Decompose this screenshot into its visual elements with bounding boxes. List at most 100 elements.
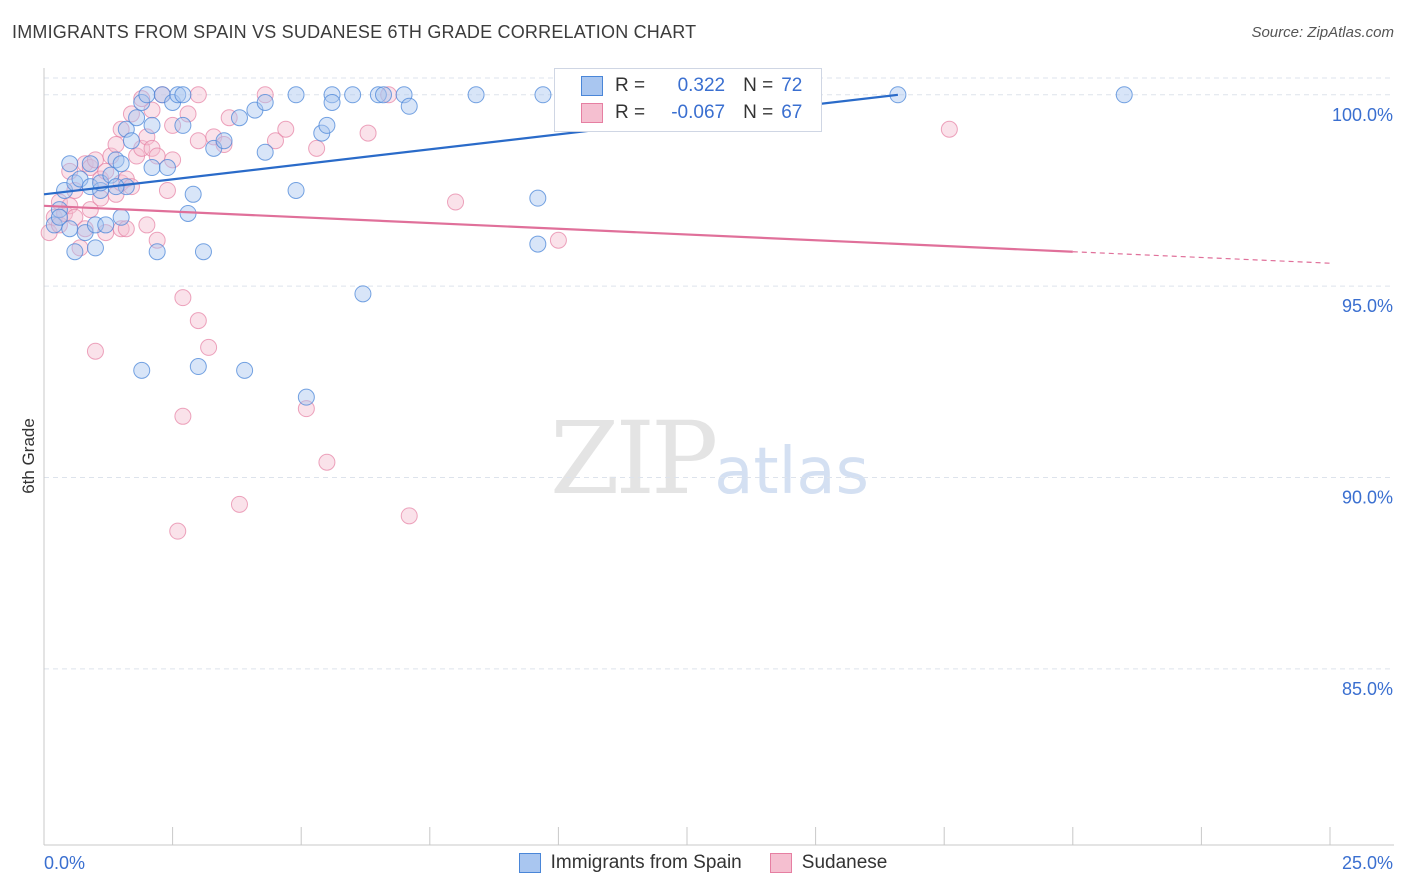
- point-sudanese: [266, 132, 284, 150]
- legend-item-sudanese[interactable]: Sudanese: [769, 852, 888, 874]
- point-sudanese: [158, 181, 176, 199]
- legend-r-label: R =: [615, 102, 646, 123]
- point-spain: [256, 93, 274, 111]
- legend-label-spain: Immigrants from Spain: [550, 852, 742, 873]
- point-spain: [86, 216, 104, 234]
- point-spain: [287, 181, 305, 199]
- legend-row-sudanese: R = -0.067 N = 67: [581, 101, 802, 125]
- point-spain: [50, 208, 68, 226]
- point-spain: [354, 285, 372, 303]
- point-spain: [318, 116, 336, 134]
- point-sudanese: [318, 453, 336, 471]
- point-spain: [534, 86, 552, 104]
- legend-r-label: R =: [615, 75, 646, 96]
- point-sudanese: [308, 139, 326, 157]
- point-sudanese: [81, 201, 99, 219]
- point-spain: [128, 109, 146, 127]
- y-tick-label: 90.0%: [1342, 488, 1393, 508]
- point-spain: [287, 86, 305, 104]
- point-spain: [369, 86, 387, 104]
- point-sudanese: [112, 120, 130, 138]
- point-spain: [97, 216, 115, 234]
- legend-n-label: N =: [743, 102, 774, 123]
- point-spain: [184, 185, 202, 203]
- point-spain: [174, 86, 192, 104]
- point-spain: [256, 143, 274, 161]
- legend-n-label: N =: [743, 75, 774, 96]
- point-spain: [215, 132, 233, 150]
- point-spain: [230, 109, 248, 127]
- watermark-zip: ZIP: [550, 400, 718, 517]
- point-sudanese: [447, 193, 465, 211]
- trend-line-sudanese-extension: [1072, 251, 1331, 264]
- point-spain: [169, 86, 187, 104]
- point-spain: [122, 132, 140, 150]
- chart-title: IMMIGRANTS FROM SPAIN VS SUDANESE 6TH GR…: [12, 22, 697, 42]
- point-spain: [1115, 86, 1133, 104]
- y-tick-label: 95.0%: [1342, 296, 1393, 316]
- x-tick-label: 25.0%: [1342, 853, 1393, 873]
- point-spain: [529, 189, 547, 207]
- legend-item-spain[interactable]: Immigrants from Spain: [518, 852, 742, 874]
- zipatlas-watermark: ZIPatlas: [550, 400, 869, 517]
- source-label: Source: ZipAtlas.com: [1251, 24, 1394, 41]
- point-sudanese: [107, 136, 125, 154]
- legend-swatch-sudanese: [581, 103, 603, 123]
- point-spain: [158, 159, 176, 177]
- y-axis-label: 6th Grade: [19, 418, 38, 494]
- point-spain: [467, 86, 485, 104]
- point-sudanese: [220, 109, 238, 127]
- point-sudanese: [200, 338, 218, 356]
- trend-line-sudanese: [43, 204, 1073, 253]
- point-spain: [61, 220, 79, 238]
- axes: [43, 68, 1394, 846]
- point-sudanese: [189, 312, 207, 330]
- point-sudanese: [189, 86, 207, 104]
- watermark-atlas: atlas: [714, 435, 869, 509]
- legend-swatch-sudanese: [769, 853, 792, 873]
- legend-label-sudanese: Sudanese: [801, 852, 888, 873]
- point-spain: [236, 361, 254, 379]
- series-spain-points: [45, 86, 1133, 406]
- y-tick-label: 100.0%: [1332, 105, 1393, 125]
- point-sudanese: [174, 407, 192, 425]
- legend-n-value: 67: [781, 102, 803, 123]
- point-sudanese: [277, 120, 295, 138]
- point-sudanese: [230, 495, 248, 513]
- point-spain: [86, 239, 104, 257]
- point-sudanese: [940, 120, 958, 138]
- point-spain: [133, 361, 151, 379]
- point-spain: [112, 208, 130, 226]
- point-spain: [297, 388, 315, 406]
- point-sudanese: [164, 116, 182, 134]
- point-spain: [529, 235, 547, 253]
- point-sudanese: [86, 342, 104, 360]
- point-spain: [66, 243, 84, 261]
- point-spain: [323, 93, 341, 111]
- point-sudanese: [215, 136, 233, 154]
- series-sudanese-points: [40, 86, 958, 540]
- point-spain: [344, 86, 362, 104]
- point-spain: [81, 178, 99, 196]
- point-sudanese: [549, 231, 567, 249]
- point-spain: [189, 358, 207, 376]
- axis-labels: 100.0% 95.0% 90.0% 85.0% 0.0% 25.0% 6th Grade: [19, 105, 1393, 873]
- point-spain: [400, 97, 418, 115]
- point-sudanese: [189, 132, 207, 150]
- point-spain: [112, 155, 130, 173]
- legend-row-spain: R = 0.322 N = 72: [581, 74, 802, 98]
- point-sudanese: [76, 220, 94, 238]
- stats-legend: R = 0.322 N = 72 R = -0.067 N = 67: [554, 68, 822, 132]
- point-spain: [174, 116, 192, 134]
- legend-r-value: -0.067: [671, 102, 726, 123]
- point-sudanese: [174, 289, 192, 307]
- point-spain: [138, 86, 156, 104]
- y-tick-label: 85.0%: [1342, 679, 1393, 699]
- series-legend: Immigrants from Spain Sudanese: [0, 852, 1406, 874]
- point-sudanese: [169, 522, 187, 540]
- point-spain: [143, 159, 161, 177]
- point-spain: [375, 86, 393, 104]
- legend-n-value: 72: [781, 75, 803, 96]
- point-sudanese: [138, 216, 156, 234]
